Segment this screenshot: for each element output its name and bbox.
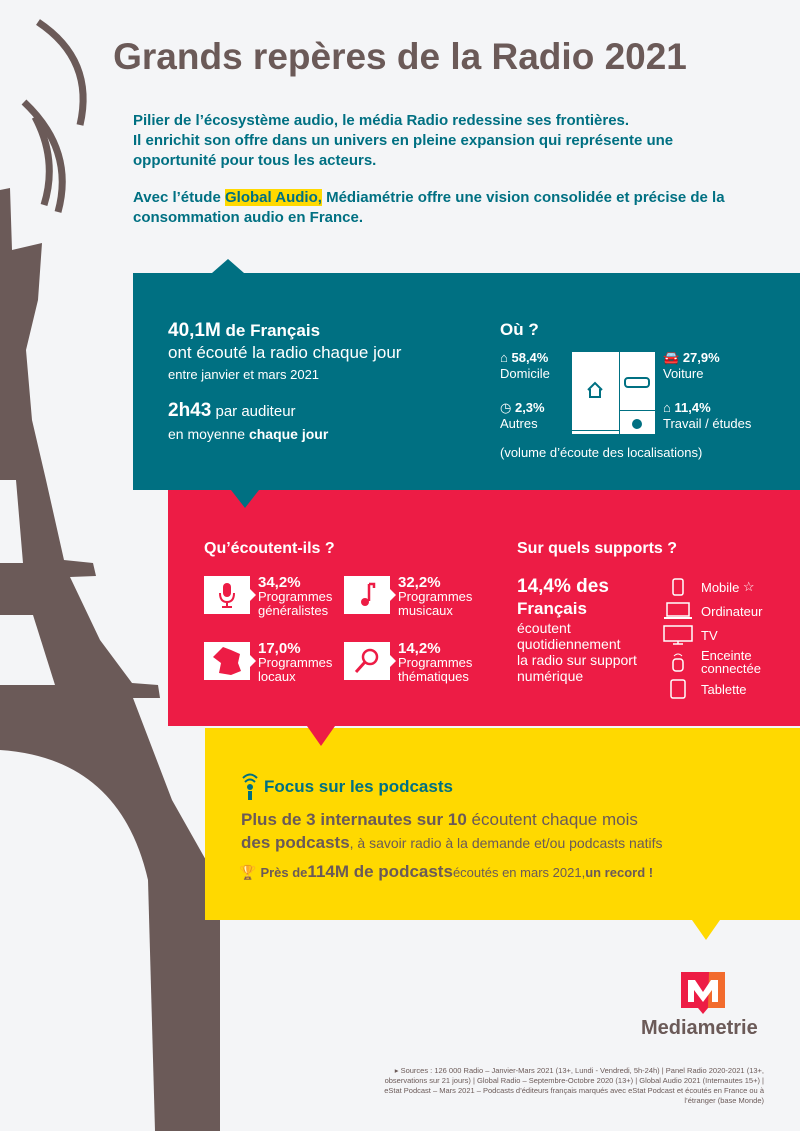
- intro-paragraph-2: Avec l’étude Global Audio, Médiamétrie o…: [133, 188, 733, 228]
- supports-title: Sur quels supports ?: [517, 540, 678, 557]
- microphone-icon: [204, 576, 256, 614]
- podcasts-record: 🏆 Près de 114M de podcasts écoutés en mar…: [239, 862, 654, 881]
- intro-paragraph-1: Pilier de l’écosystème audio, le média R…: [133, 111, 753, 171]
- audience-text: ont écouté la radio chaque jour: [168, 343, 402, 362]
- audience-section: 40,1M de Français ont écouté la radio ch…: [133, 273, 800, 490]
- magnifier-icon: [344, 642, 396, 680]
- where-title: Où ?: [500, 320, 539, 339]
- where-travail: ⌂ 11,4% Travail / études: [663, 400, 752, 431]
- tv-icon: [663, 625, 693, 645]
- program-item: 34,2% Programmes généralistes: [204, 575, 332, 618]
- treemap-autres: [572, 431, 619, 434]
- group-icon: ⌂: [663, 400, 671, 415]
- program-item: 32,2% Programmes musicaux: [344, 575, 472, 618]
- where-domicile: ⌂ 58,4% Domicile: [500, 350, 550, 381]
- page-title: Grands repères de la Radio 2021: [113, 36, 687, 77]
- program-item: 14,2% Programmes thématiques: [344, 641, 472, 684]
- intro-text: Médiamétrie offre une vision consolidée …: [133, 189, 725, 226]
- star-icon: ☆: [742, 579, 755, 594]
- car-icon: 🚘: [663, 350, 680, 365]
- where-voiture: 🚘 27,9% Voiture: [663, 350, 720, 381]
- tablet-icon: [663, 679, 693, 699]
- pointer: [212, 259, 244, 273]
- mediametrie-logo-icon: [681, 972, 725, 1014]
- duration-text: en moyenne: [168, 426, 249, 442]
- program-item: 17,0% Programmes locaux: [204, 641, 332, 684]
- audience-period: entre janvier et mars 2021: [168, 367, 320, 382]
- podcasts-heading: Focus sur les podcasts: [241, 772, 453, 802]
- duration-text-bold: chaque jour: [248, 426, 329, 442]
- audience-value: 40,1M: [168, 320, 221, 341]
- pointer: [307, 726, 335, 746]
- device-mobile: Mobile ☆: [663, 575, 771, 599]
- device-tv: TV: [663, 623, 771, 647]
- sources-note: ▸ Sources : 126 000 Radio – Janvier-Mars…: [384, 1066, 764, 1105]
- pointer: [231, 490, 259, 508]
- devices-list: Mobile ☆ Ordinateur TV Enceinte connecté…: [663, 575, 771, 701]
- mediametrie-logo: Mediametrie: [641, 1017, 758, 1039]
- person-clock-icon: ◷: [500, 400, 512, 415]
- france-map-icon: [204, 642, 256, 680]
- podcast-icon: [242, 773, 258, 800]
- duration-value: 2h43: [168, 400, 212, 421]
- trophy-icon: 🏆: [239, 864, 257, 880]
- device-ordinateur: Ordinateur: [663, 599, 771, 623]
- podcasts-title: Focus sur les podcasts: [264, 777, 453, 796]
- where-label: Autres: [500, 416, 538, 431]
- where-label: Voiture: [663, 366, 704, 381]
- podcasts-section: Focus sur les podcasts Plus de 3 interna…: [205, 728, 800, 920]
- where-treemap: [572, 352, 655, 434]
- device-enceinte: Enceinte connectée: [663, 647, 771, 677]
- mobile-icon: [663, 578, 693, 596]
- pointer: [692, 920, 720, 940]
- audience-block: 40,1M de Français ont écouté la radio ch…: [168, 320, 401, 445]
- laptop-icon: [663, 602, 693, 620]
- device-tablette: Tablette: [663, 677, 771, 701]
- where-autres: ◷ 2,3% Autres: [500, 400, 545, 431]
- where-note: (volume d’écoute des localisations): [500, 445, 703, 460]
- what-title: Qu’écoutent-ils ?: [204, 540, 335, 557]
- audience-suffix: de Français: [220, 321, 321, 340]
- where-label: Domicile: [500, 366, 550, 381]
- treemap-domicile: [572, 352, 619, 430]
- house-icon: ⌂: [500, 350, 508, 365]
- triangle-bullet-icon: ▸: [394, 1066, 401, 1075]
- intro-line: Il enrichit son offre dans un univers en…: [133, 132, 674, 169]
- smart-speaker-icon: [663, 652, 693, 672]
- intro-line: Pilier de l’écosystème audio, le média R…: [133, 112, 630, 129]
- supports-stat: 14,4% des Français écoutent quotidienneme…: [517, 576, 637, 684]
- podcasts-stat: Plus de 3 internautes sur 10 écoutent ch…: [241, 810, 663, 852]
- intro-text: Avec l’étude: [133, 189, 225, 206]
- music-note-icon: [344, 576, 396, 614]
- where-label: Travail / études: [663, 416, 752, 431]
- duration-suffix: par auditeur: [211, 403, 296, 420]
- global-audio-highlight: Global Audio,: [224, 189, 322, 206]
- content-section: Qu’écoutent-ils ? 34,2% Programmes général…: [168, 490, 800, 726]
